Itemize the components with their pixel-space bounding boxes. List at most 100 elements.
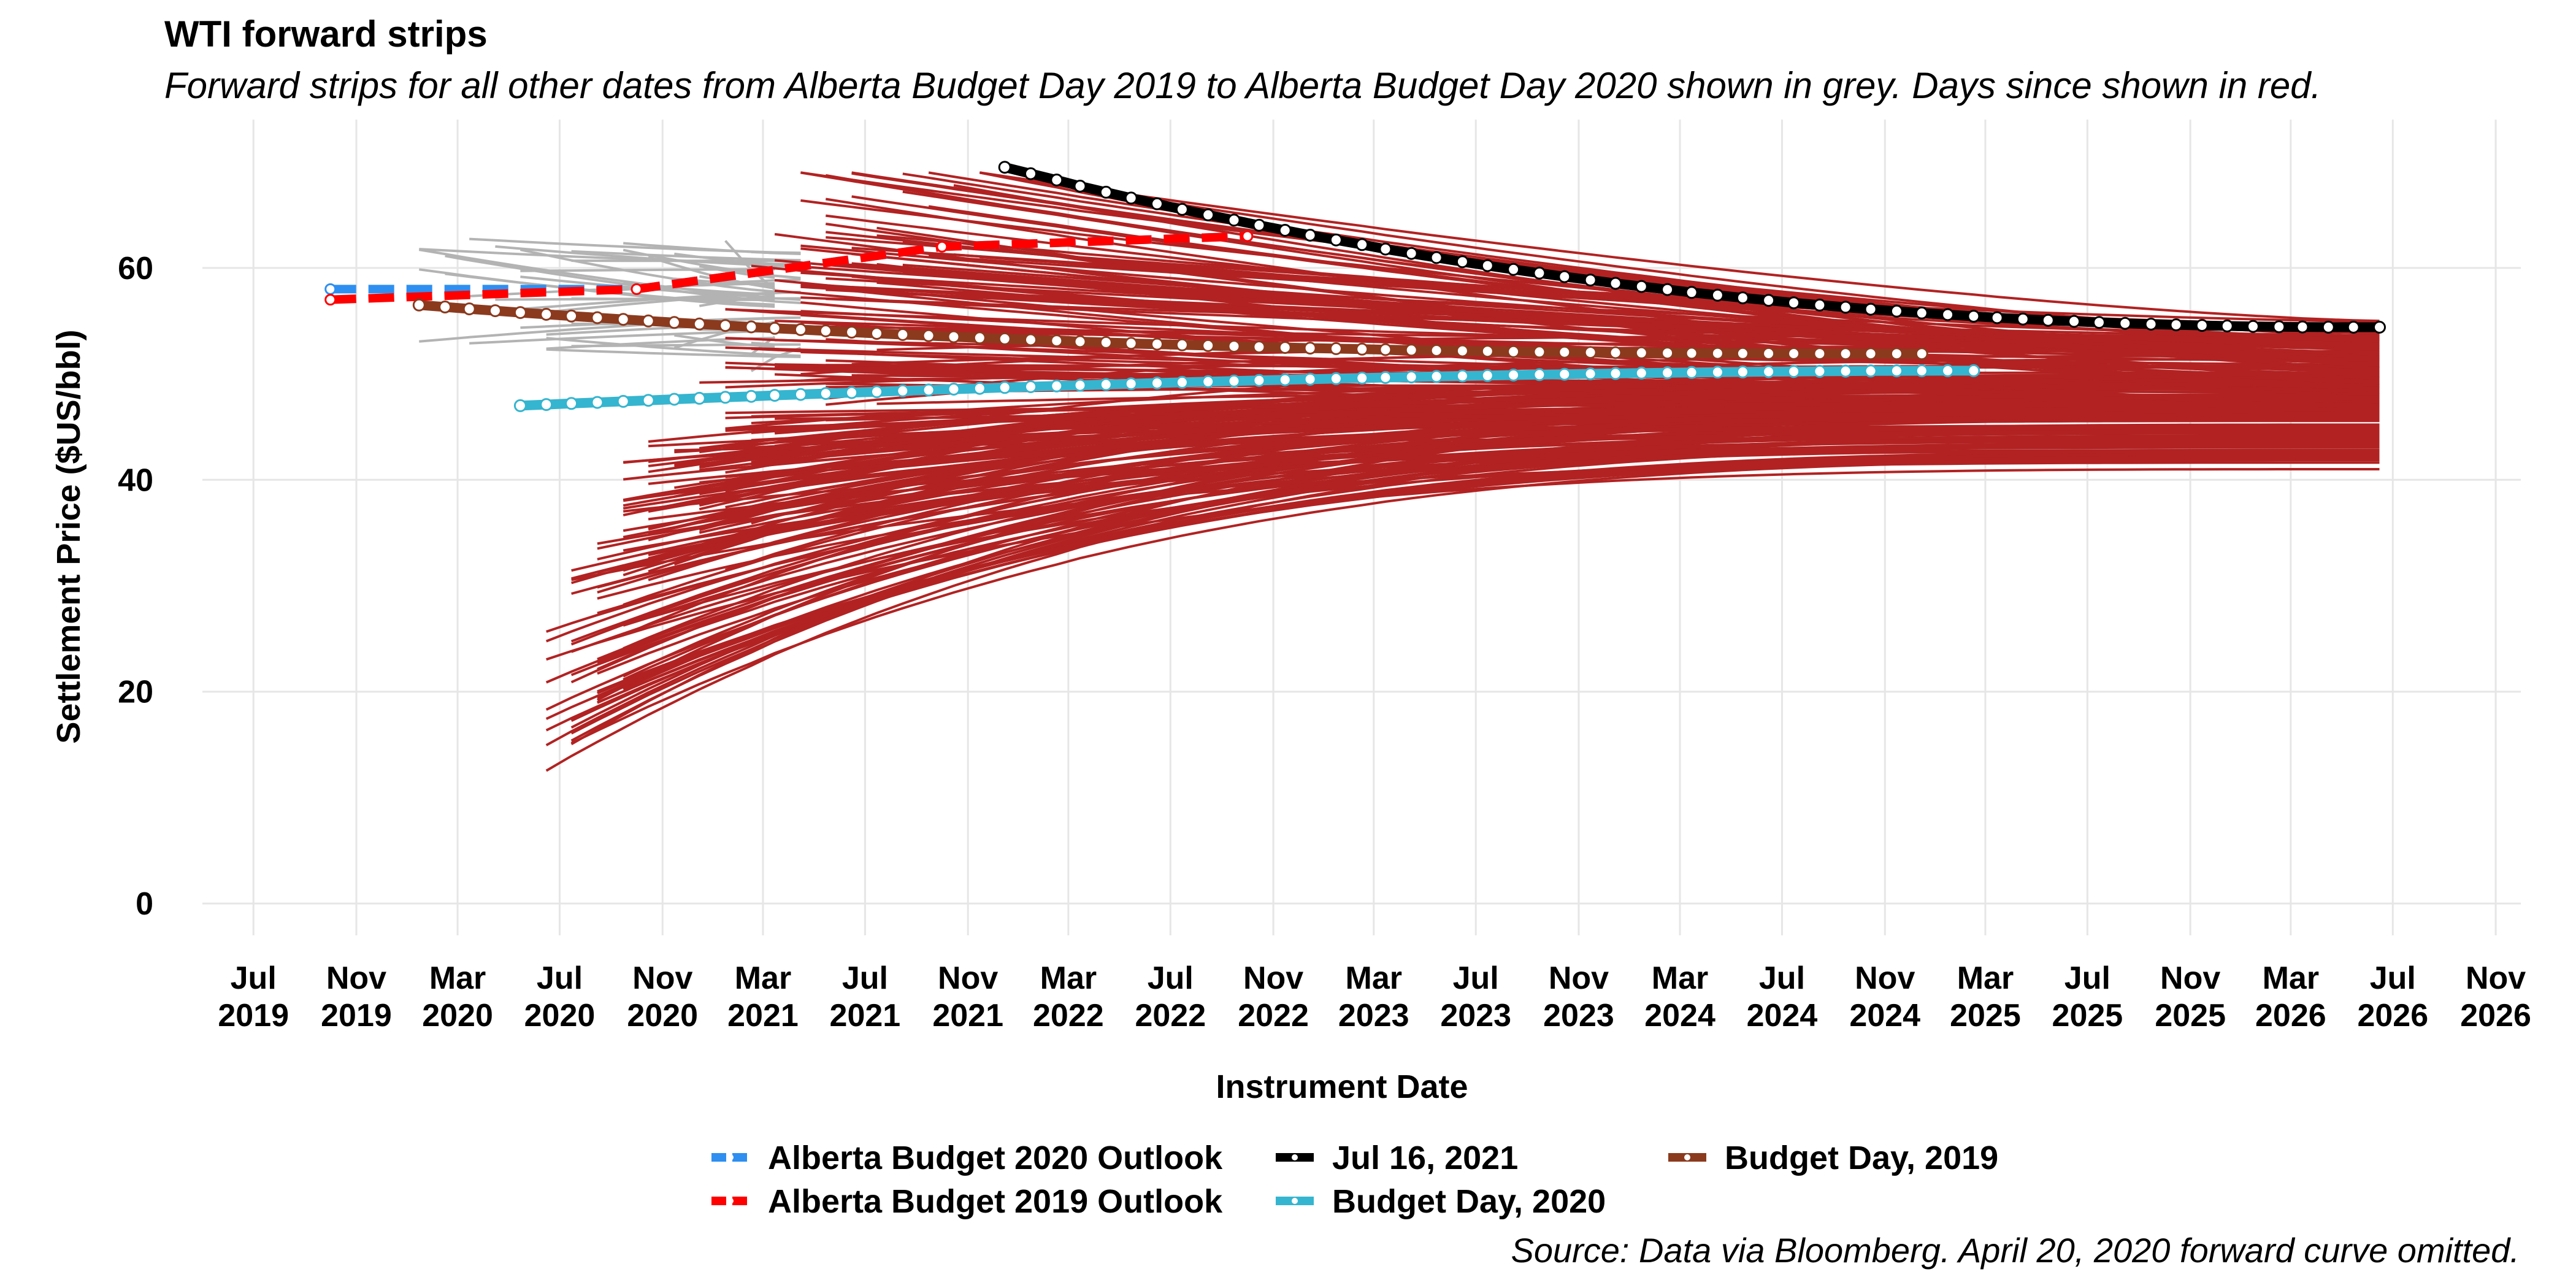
series-point-budget-day-2019-49 [1661, 347, 1674, 360]
x-tick-label-year-0: 2019 [218, 998, 289, 1033]
x-tick-label-year-10: 2022 [1238, 998, 1309, 1033]
series-point-budget-day-2020-56 [1941, 364, 1955, 377]
red-strip-line-36 [597, 458, 2380, 694]
x-tick-label-year-12: 2023 [1440, 998, 1511, 1033]
legend-point-outlook-2020 [727, 1154, 734, 1160]
series-point-jul-16-2021-53 [2347, 321, 2360, 334]
series-point-alberta-budget-2020-outlook-0 [324, 283, 337, 295]
series-point-budget-day-2020-48 [1736, 365, 1749, 378]
series-point-jul-16-2021-24 [1609, 277, 1622, 290]
series-point-budget-day-2020-40 [1533, 368, 1546, 381]
series-point-budget-day-2019-42 [1481, 345, 1494, 358]
series-point-budget-day-2020-5 [642, 394, 655, 407]
series-point-jul-16-2021-2 [1050, 174, 1064, 186]
series-point-budget-day-2019-53 [1762, 347, 1776, 360]
series-point-jul-16-2021-17 [1430, 251, 1443, 264]
series-point-budget-day-2020-41 [1558, 367, 1571, 381]
series-point-budget-day-2020-32 [1329, 372, 1343, 385]
chart-subtitle: Forward strips for all other dates from … [164, 65, 2321, 106]
series-point-budget-day-2019-38 [1379, 343, 1392, 356]
series-point-budget-day-2019-29 [1151, 337, 1163, 351]
series-point-budget-day-2019-16 [819, 324, 832, 337]
series-point-budget-day-2019-52 [1736, 347, 1749, 360]
x-tick-label-year-17: 2025 [1950, 998, 2021, 1033]
series-point-budget-day-2020-7 [692, 391, 706, 405]
grey-strip-line-0 [519, 248, 775, 293]
series-point-budget-day-2019-13 [745, 320, 758, 334]
series-point-budget-day-2020-6 [667, 393, 681, 406]
red-strip-line-115 [751, 416, 2380, 469]
series-point-budget-day-2019-15 [794, 323, 807, 336]
series-point-budget-day-2020-43 [1609, 367, 1622, 380]
x-tick-label-month-22: Nov [2466, 960, 2526, 996]
series-point-jul-16-2021-8 [1202, 208, 1215, 221]
red-strip-line-229 [979, 171, 2380, 323]
series-point-budget-day-2020-11 [794, 388, 807, 401]
x-tick-label-month-12: Jul [1453, 960, 1499, 996]
series-point-jul-16-2021-42 [2068, 315, 2081, 328]
series-point-budget-day-2019-32 [1227, 340, 1241, 353]
series-point-budget-day-2020-10 [768, 389, 781, 402]
red-strip-line-43 [623, 456, 2380, 627]
series-point-jul-16-2021-19 [1481, 259, 1494, 272]
x-tick-label-month-14: Mar [1652, 960, 1708, 996]
x-tick-label-year-18: 2025 [2052, 998, 2123, 1033]
x-tick-label-year-1: 2019 [321, 998, 392, 1033]
series-layer [324, 161, 2386, 412]
series-point-budget-day-2019-19 [896, 328, 910, 341]
x-tick-label-month-4: Nov [632, 960, 692, 996]
series-point-budget-day-2019-2 [462, 302, 476, 316]
x-tick-label-month-9: Jul [1148, 960, 1194, 996]
x-tick-label-month-16: Nov [1855, 960, 1915, 996]
series-point-jul-16-2021-34 [1864, 302, 1877, 316]
series-point-jul-16-2021-23 [1584, 274, 1597, 287]
grey-strip-line-34 [623, 242, 801, 255]
series-point-jul-16-2021-21 [1533, 266, 1546, 280]
x-tick-label-month-18: Jul [2064, 960, 2110, 996]
series-point-budget-day-2019-57 [1864, 347, 1877, 361]
series-point-budget-day-2019-22 [973, 331, 986, 345]
series-point-budget-day-2019-45 [1558, 345, 1571, 359]
series-point-budget-day-2019-12 [719, 319, 732, 332]
legend-label-budget-day-2019: Budget Day, 2019 [1725, 1140, 1998, 1176]
series-point-budget-day-2020-31 [1303, 372, 1317, 386]
series-point-budget-day-2019-50 [1685, 347, 1698, 360]
x-tick-label-year-14: 2024 [1644, 998, 1715, 1033]
x-tick-label-year-2: 2020 [422, 998, 493, 1033]
series-point-budget-day-2019-9 [642, 314, 655, 328]
series-point-budget-day-2020-2 [565, 397, 578, 410]
series-point-jul-16-2021-4 [1099, 185, 1113, 199]
series-point-budget-day-2019-14 [768, 321, 781, 335]
series-point-jul-16-2021-7 [1175, 202, 1189, 216]
x-tick-label-year-8: 2022 [1033, 998, 1104, 1033]
series-point-jul-16-2021-16 [1405, 247, 1418, 260]
red-strip-line-224 [800, 271, 2380, 346]
x-tick-label-year-19: 2025 [2155, 998, 2226, 1033]
red-strip-line-140 [725, 408, 2380, 459]
series-point-budget-day-2020-4 [616, 394, 630, 408]
series-point-jul-16-2021-25 [1635, 280, 1648, 293]
y-tick-label-40: 40 [118, 462, 153, 498]
series-point-budget-day-2020-20 [1024, 380, 1037, 393]
series-point-budget-day-2020-16 [922, 383, 935, 397]
red-strip-line-227 [851, 262, 2380, 351]
series-point-jul-16-2021-35 [1890, 304, 1903, 318]
series-point-budget-day-2020-0 [513, 399, 527, 412]
series-point-budget-day-2019-35 [1303, 342, 1317, 355]
series-point-budget-day-2020-53 [1864, 364, 1877, 378]
series-point-jul-16-2021-1 [1024, 167, 1037, 180]
series-point-budget-day-2020-37 [1455, 369, 1469, 383]
series-point-budget-day-2020-25 [1151, 377, 1163, 389]
series-point-budget-day-2020-39 [1507, 369, 1520, 381]
series-point-jul-16-2021-52 [2321, 320, 2335, 334]
x-tick-label-month-17: Mar [1957, 960, 2014, 996]
x-tick-label-month-15: Jul [1759, 960, 1805, 996]
series-point-budget-day-2020-36 [1430, 370, 1443, 383]
x-tick-label-month-8: Mar [1040, 960, 1097, 996]
series-point-budget-day-2020-12 [819, 387, 832, 401]
series-point-budget-day-2019-0 [412, 298, 426, 312]
series-point-budget-day-2019-58 [1890, 347, 1903, 361]
series-point-budget-day-2019-10 [667, 316, 681, 329]
series-point-jul-16-2021-41 [2041, 313, 2055, 327]
